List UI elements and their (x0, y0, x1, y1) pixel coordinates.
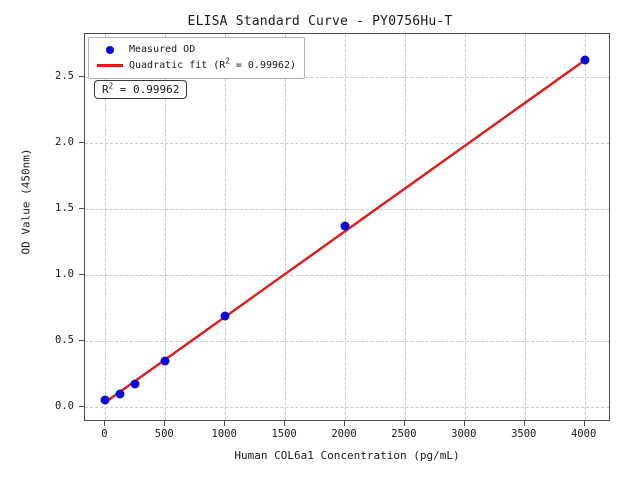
gridline-horizontal (85, 406, 609, 408)
y-tick (79, 76, 84, 78)
gridline-horizontal (85, 209, 609, 211)
data-point (130, 379, 140, 389)
x-tick (523, 421, 525, 426)
x-tick (583, 421, 585, 426)
data-point (580, 55, 590, 65)
fit-curve (104, 59, 586, 404)
data-layer (85, 34, 609, 420)
r-squared-annotation: R2 = 0.99962 (94, 80, 188, 99)
y-tick-label: 1.0 (55, 268, 74, 281)
y-tick-label: 2.5 (55, 70, 74, 83)
fit-line-icon (95, 64, 125, 67)
x-tick-label: 1500 (271, 428, 297, 440)
y-tick-label: 0.0 (55, 399, 74, 412)
gridline-horizontal (85, 77, 609, 79)
x-tick (344, 421, 345, 426)
gridline-horizontal (85, 143, 609, 145)
x-tick (463, 421, 465, 426)
gridline-vertical (404, 34, 406, 420)
gridline-horizontal (85, 275, 609, 277)
gridline-horizontal (85, 340, 609, 342)
x-tick-label: 2500 (391, 428, 417, 440)
chart-title: ELISA Standard Curve - PY0756Hu-T (187, 14, 453, 29)
x-tick-label: 500 (154, 428, 174, 440)
grid-layer (85, 34, 609, 420)
r2-exponent: 2 (108, 81, 114, 91)
x-tick (104, 421, 106, 426)
y-tick (79, 339, 84, 341)
x-tick-label: 3000 (451, 428, 477, 440)
data-point (115, 389, 125, 399)
y-tick (79, 405, 84, 407)
x-axis-label: Human COL6a1 Concentration (pg/mL) (234, 449, 460, 462)
data-point (160, 356, 170, 366)
marker-dot-icon (95, 45, 125, 54)
x-tick-label: 4000 (570, 428, 597, 440)
legend-label: Quadratic fit (R2 = 0.99962) (129, 56, 297, 71)
legend-label-prefix: Quadratic fit (R (129, 60, 226, 71)
gridline-vertical (524, 34, 526, 420)
x-tick (284, 421, 286, 426)
gridline-vertical (285, 34, 287, 420)
x-tick (164, 421, 166, 426)
data-point (100, 395, 110, 405)
gridline-vertical (225, 34, 227, 420)
y-tick (79, 208, 84, 210)
gridline-vertical (165, 34, 167, 420)
y-axis-label: OD Value (450nm) (19, 148, 33, 255)
y-tick-label: 0.5 (55, 333, 74, 346)
legend[interactable]: Measured OD Quadratic fit (R2 = 0.99962) (88, 37, 306, 79)
r2-prefix: R (102, 83, 109, 96)
y-tick (79, 274, 84, 276)
y-tick-label: 1.5 (55, 202, 74, 215)
x-tick (403, 421, 405, 426)
x-tick-label: 3500 (511, 428, 537, 440)
x-tick (224, 421, 226, 426)
data-point (340, 221, 350, 231)
y-tick (79, 142, 84, 144)
legend-label: Measured OD (129, 44, 196, 55)
x-tick-label: 0 (101, 428, 108, 440)
x-tick-label: 1000 (211, 428, 237, 440)
legend-label-suffix: = 0.99962) (229, 60, 297, 71)
x-tick-label: 2000 (331, 428, 357, 440)
gridline-vertical (105, 34, 107, 420)
legend-item-measured-od: Measured OD (95, 42, 296, 57)
y-tick-label: 2.0 (55, 136, 74, 149)
legend-item-quadratic-fit: Quadratic fit (R2 = 0.99962) (95, 56, 297, 73)
gridline-vertical (464, 34, 466, 420)
r2-value: = 0.99962 (113, 83, 180, 96)
gridline-vertical (584, 34, 586, 420)
data-point (220, 311, 230, 321)
